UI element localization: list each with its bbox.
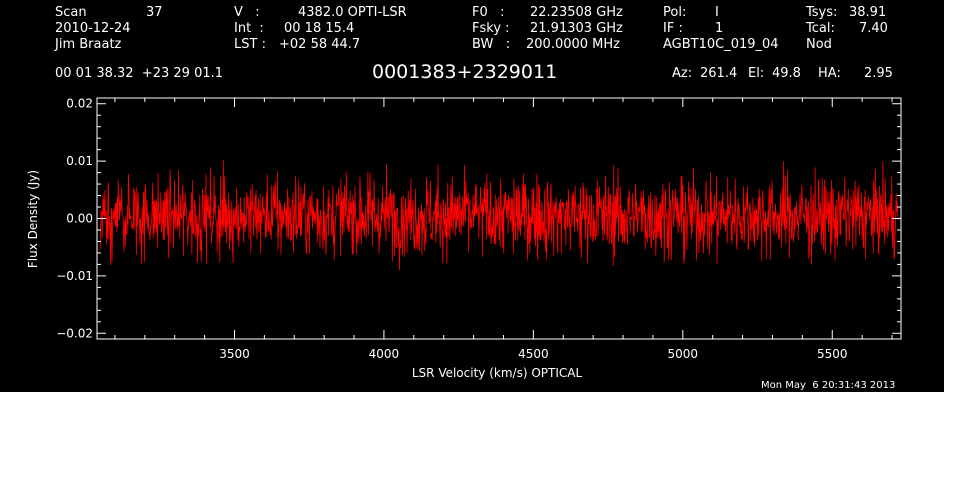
lst-label: LST :: [234, 37, 266, 52]
x-tick-label: 5000: [668, 347, 699, 361]
spectrum-chart: 3500 4000 4500 5000 5500 −0.02 −0.01 0.00 0.01 0.…: [26, 97, 902, 380]
velocity-value: 4382.0 OPTI-LSR: [298, 5, 407, 20]
x-tick-label: 4000: [369, 347, 400, 361]
project-id: AGBT10C_019_04: [663, 37, 779, 52]
axes-layer: 3500 4000 4500 5000 5500 −0.02 −0.01 0.00 0.01 0.…: [56, 97, 901, 361]
scan-label: Scan: [55, 5, 87, 20]
el-value: 49.8: [772, 66, 801, 81]
source-coordinates: 00 01 38.32 +23 29 01.1: [55, 66, 224, 81]
y-tick-label: 0.02: [66, 97, 93, 111]
x-tick-label: 3500: [219, 347, 250, 361]
velocity-label: V :: [234, 5, 260, 20]
spectrum-trace-layer: [99, 159, 899, 271]
f0-label: F0 :: [472, 5, 505, 20]
x-tick-label: 4500: [518, 347, 549, 361]
y-tick-label: −0.02: [56, 326, 93, 340]
bw-label: BW :: [472, 37, 511, 52]
ha-label: HA:: [818, 66, 841, 81]
pol-label: Pol:: [663, 5, 687, 20]
int-label: Int :: [234, 21, 264, 36]
int-value: 00 18 15.4: [284, 21, 355, 36]
fsky-value: 21.91303 GHz: [530, 21, 623, 36]
if-label: IF :: [663, 21, 683, 36]
obs-date: 2010-12-24: [55, 21, 131, 36]
f0-value: 22.23508 GHz: [530, 5, 623, 20]
if-value: 1: [715, 21, 724, 36]
x-axis-label: LSR Velocity (km/s) OPTICAL: [412, 366, 583, 380]
el-label: El:: [748, 66, 765, 81]
spectrum-line: [99, 159, 899, 271]
tcal-label: Tcal:: [806, 21, 835, 36]
y-tick-label: −0.01: [56, 269, 93, 283]
source-name: 0001383+2329011: [372, 61, 558, 83]
y-axis-label: Flux Density (Jy): [26, 170, 40, 268]
tcal-value: 7.40: [859, 21, 888, 36]
scan-number: 37: [146, 5, 163, 20]
az-value: 261.4: [700, 66, 738, 81]
fsky-label: Fsky :: [472, 21, 510, 36]
observer-name: Jim Braatz: [55, 37, 122, 52]
az-label: Az:: [672, 66, 693, 81]
procedure-name: Nod: [806, 37, 832, 52]
pol-value: I: [715, 5, 719, 20]
x-tick-label: 5500: [817, 347, 848, 361]
bw-value: 200.0000 MHz: [526, 37, 620, 52]
y-tick-label: 0.00: [66, 212, 93, 226]
ha-value: 2.95: [864, 66, 893, 81]
y-tick-label: 0.01: [66, 154, 93, 168]
tsys-value: 38.91: [849, 5, 887, 20]
plot-timestamp: Mon May 6 20:31:43 2013: [761, 380, 896, 391]
plot-panel: Scan 37 2010-12-24 Jim Braatz V : 4382.0…: [0, 0, 944, 392]
tsys-label: Tsys:: [806, 5, 838, 20]
lst-value: +02 58 44.7: [279, 37, 361, 52]
